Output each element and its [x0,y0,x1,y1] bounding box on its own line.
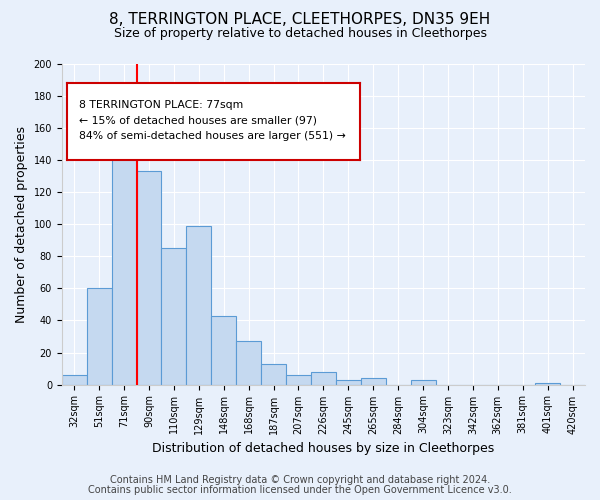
Text: 8 TERRINGTON PLACE: 77sqm
← 15% of detached houses are smaller (97)
84% of semi-: 8 TERRINGTON PLACE: 77sqm ← 15% of detac… [79,100,346,141]
Bar [236,342,261,384]
Bar [137,172,161,384]
Y-axis label: Number of detached properties: Number of detached properties [15,126,28,323]
Bar [311,372,336,384]
Bar [86,288,112,384]
Text: Contains public sector information licensed under the Open Government Licence v3: Contains public sector information licen… [88,485,512,495]
Bar [112,120,137,384]
Text: Contains HM Land Registry data © Crown copyright and database right 2024.: Contains HM Land Registry data © Crown c… [110,475,490,485]
Text: 8, TERRINGTON PLACE, CLEETHORPES, DN35 9EH: 8, TERRINGTON PLACE, CLEETHORPES, DN35 9… [109,12,491,28]
Bar [361,378,386,384]
Bar [336,380,361,384]
Bar [410,380,436,384]
Bar [62,375,86,384]
Bar [286,375,311,384]
Bar [161,248,187,384]
Text: Size of property relative to detached houses in Cleethorpes: Size of property relative to detached ho… [113,28,487,40]
Bar [535,383,560,384]
Bar [187,226,211,384]
Bar [211,316,236,384]
Bar [261,364,286,384]
X-axis label: Distribution of detached houses by size in Cleethorpes: Distribution of detached houses by size … [152,442,494,455]
